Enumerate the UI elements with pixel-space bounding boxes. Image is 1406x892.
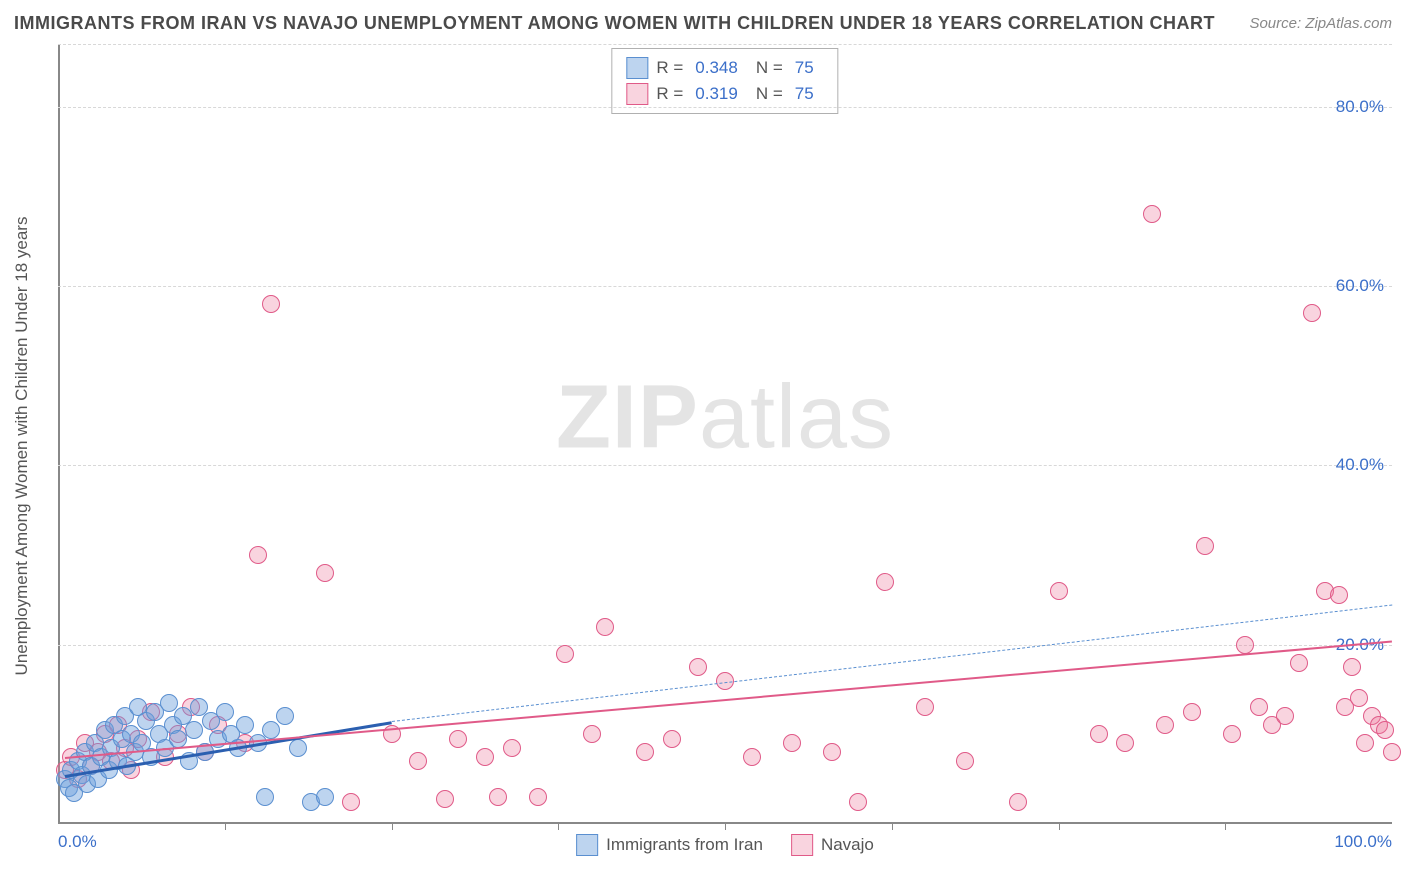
watermark: ZIPatlas: [556, 367, 894, 470]
scatter-point: [249, 546, 267, 564]
scatter-point: [1090, 725, 1108, 743]
x-tick-mark: [892, 824, 893, 830]
scatter-point: [556, 645, 574, 663]
scatter-point: [1143, 205, 1161, 223]
legend-stat-row: R =0.348N =75: [626, 55, 823, 81]
scatter-point: [262, 295, 280, 313]
scatter-point: [316, 788, 334, 806]
regression-line: [65, 640, 1392, 759]
scatter-point: [342, 793, 360, 811]
scatter-point: [1116, 734, 1134, 752]
scatter-point: [1376, 721, 1394, 739]
scatter-point: [1276, 707, 1294, 725]
scatter-point: [1350, 689, 1368, 707]
scatter-point: [956, 752, 974, 770]
scatter-point: [476, 748, 494, 766]
scatter-point: [449, 730, 467, 748]
gridline: [58, 645, 1392, 646]
y-tick-label: 40.0%: [1336, 455, 1384, 475]
scatter-point: [916, 698, 934, 716]
legend-series-item: Navajo: [791, 834, 874, 856]
regression-line: [391, 604, 1392, 722]
scatter-point: [849, 793, 867, 811]
scatter-point: [636, 743, 654, 761]
x-tick-label: 0.0%: [58, 832, 97, 852]
x-tick-label: 100.0%: [1334, 832, 1392, 852]
x-tick-mark: [392, 824, 393, 830]
chart-title: IMMIGRANTS FROM IRAN VS NAVAJO UNEMPLOYM…: [14, 13, 1215, 34]
x-tick-mark: [225, 824, 226, 830]
scatter-point: [583, 725, 601, 743]
scatter-point: [663, 730, 681, 748]
scatter-point: [316, 564, 334, 582]
scatter-point: [236, 716, 254, 734]
x-tick-mark: [725, 824, 726, 830]
scatter-point: [256, 788, 274, 806]
legend-swatch: [626, 83, 648, 105]
scatter-point: [1196, 537, 1214, 555]
x-tick-mark: [1225, 824, 1226, 830]
y-axis-title: Unemployment Among Women with Children U…: [12, 217, 32, 676]
scatter-plot-area: ZIPatlas R =0.348N =75R =0.319N =75 Immi…: [58, 44, 1392, 824]
scatter-point: [160, 694, 178, 712]
scatter-point: [262, 721, 280, 739]
gridline: [58, 465, 1392, 466]
scatter-point: [1356, 734, 1374, 752]
scatter-point: [1383, 743, 1401, 761]
legend-stats: R =0.348N =75R =0.319N =75: [611, 48, 838, 114]
legend-swatch: [576, 834, 598, 856]
scatter-point: [596, 618, 614, 636]
y-tick-label: 80.0%: [1336, 97, 1384, 117]
legend-series-label: Immigrants from Iran: [606, 835, 763, 855]
scatter-point: [503, 739, 521, 757]
scatter-point: [689, 658, 707, 676]
y-axis-line: [58, 44, 60, 824]
scatter-point: [1290, 654, 1308, 672]
scatter-point: [1330, 586, 1348, 604]
scatter-point: [1303, 304, 1321, 322]
scatter-point: [876, 573, 894, 591]
legend-stat-row: R =0.319N =75: [626, 81, 823, 107]
scatter-point: [489, 788, 507, 806]
x-tick-mark: [558, 824, 559, 830]
legend-series-label: Navajo: [821, 835, 874, 855]
legend-series-item: Immigrants from Iran: [576, 834, 763, 856]
gridline: [58, 44, 1392, 45]
scatter-point: [409, 752, 427, 770]
scatter-point: [1050, 582, 1068, 600]
gridline: [58, 107, 1392, 108]
scatter-point: [436, 790, 454, 808]
scatter-point: [823, 743, 841, 761]
scatter-point: [1343, 658, 1361, 676]
scatter-point: [276, 707, 294, 725]
y-tick-label: 60.0%: [1336, 276, 1384, 296]
scatter-point: [1250, 698, 1268, 716]
legend-swatch: [791, 834, 813, 856]
scatter-point: [1223, 725, 1241, 743]
legend-series: Immigrants from Iran Navajo: [576, 834, 874, 856]
legend-swatch: [626, 57, 648, 79]
scatter-point: [185, 721, 203, 739]
scatter-point: [289, 739, 307, 757]
scatter-point: [169, 730, 187, 748]
scatter-point: [1183, 703, 1201, 721]
scatter-point: [1236, 636, 1254, 654]
scatter-point: [1156, 716, 1174, 734]
scatter-point: [1009, 793, 1027, 811]
x-tick-mark: [1059, 824, 1060, 830]
source-attribution: Source: ZipAtlas.com: [1249, 15, 1392, 32]
scatter-point: [783, 734, 801, 752]
scatter-point: [743, 748, 761, 766]
gridline: [58, 286, 1392, 287]
scatter-point: [216, 703, 234, 721]
scatter-point: [529, 788, 547, 806]
